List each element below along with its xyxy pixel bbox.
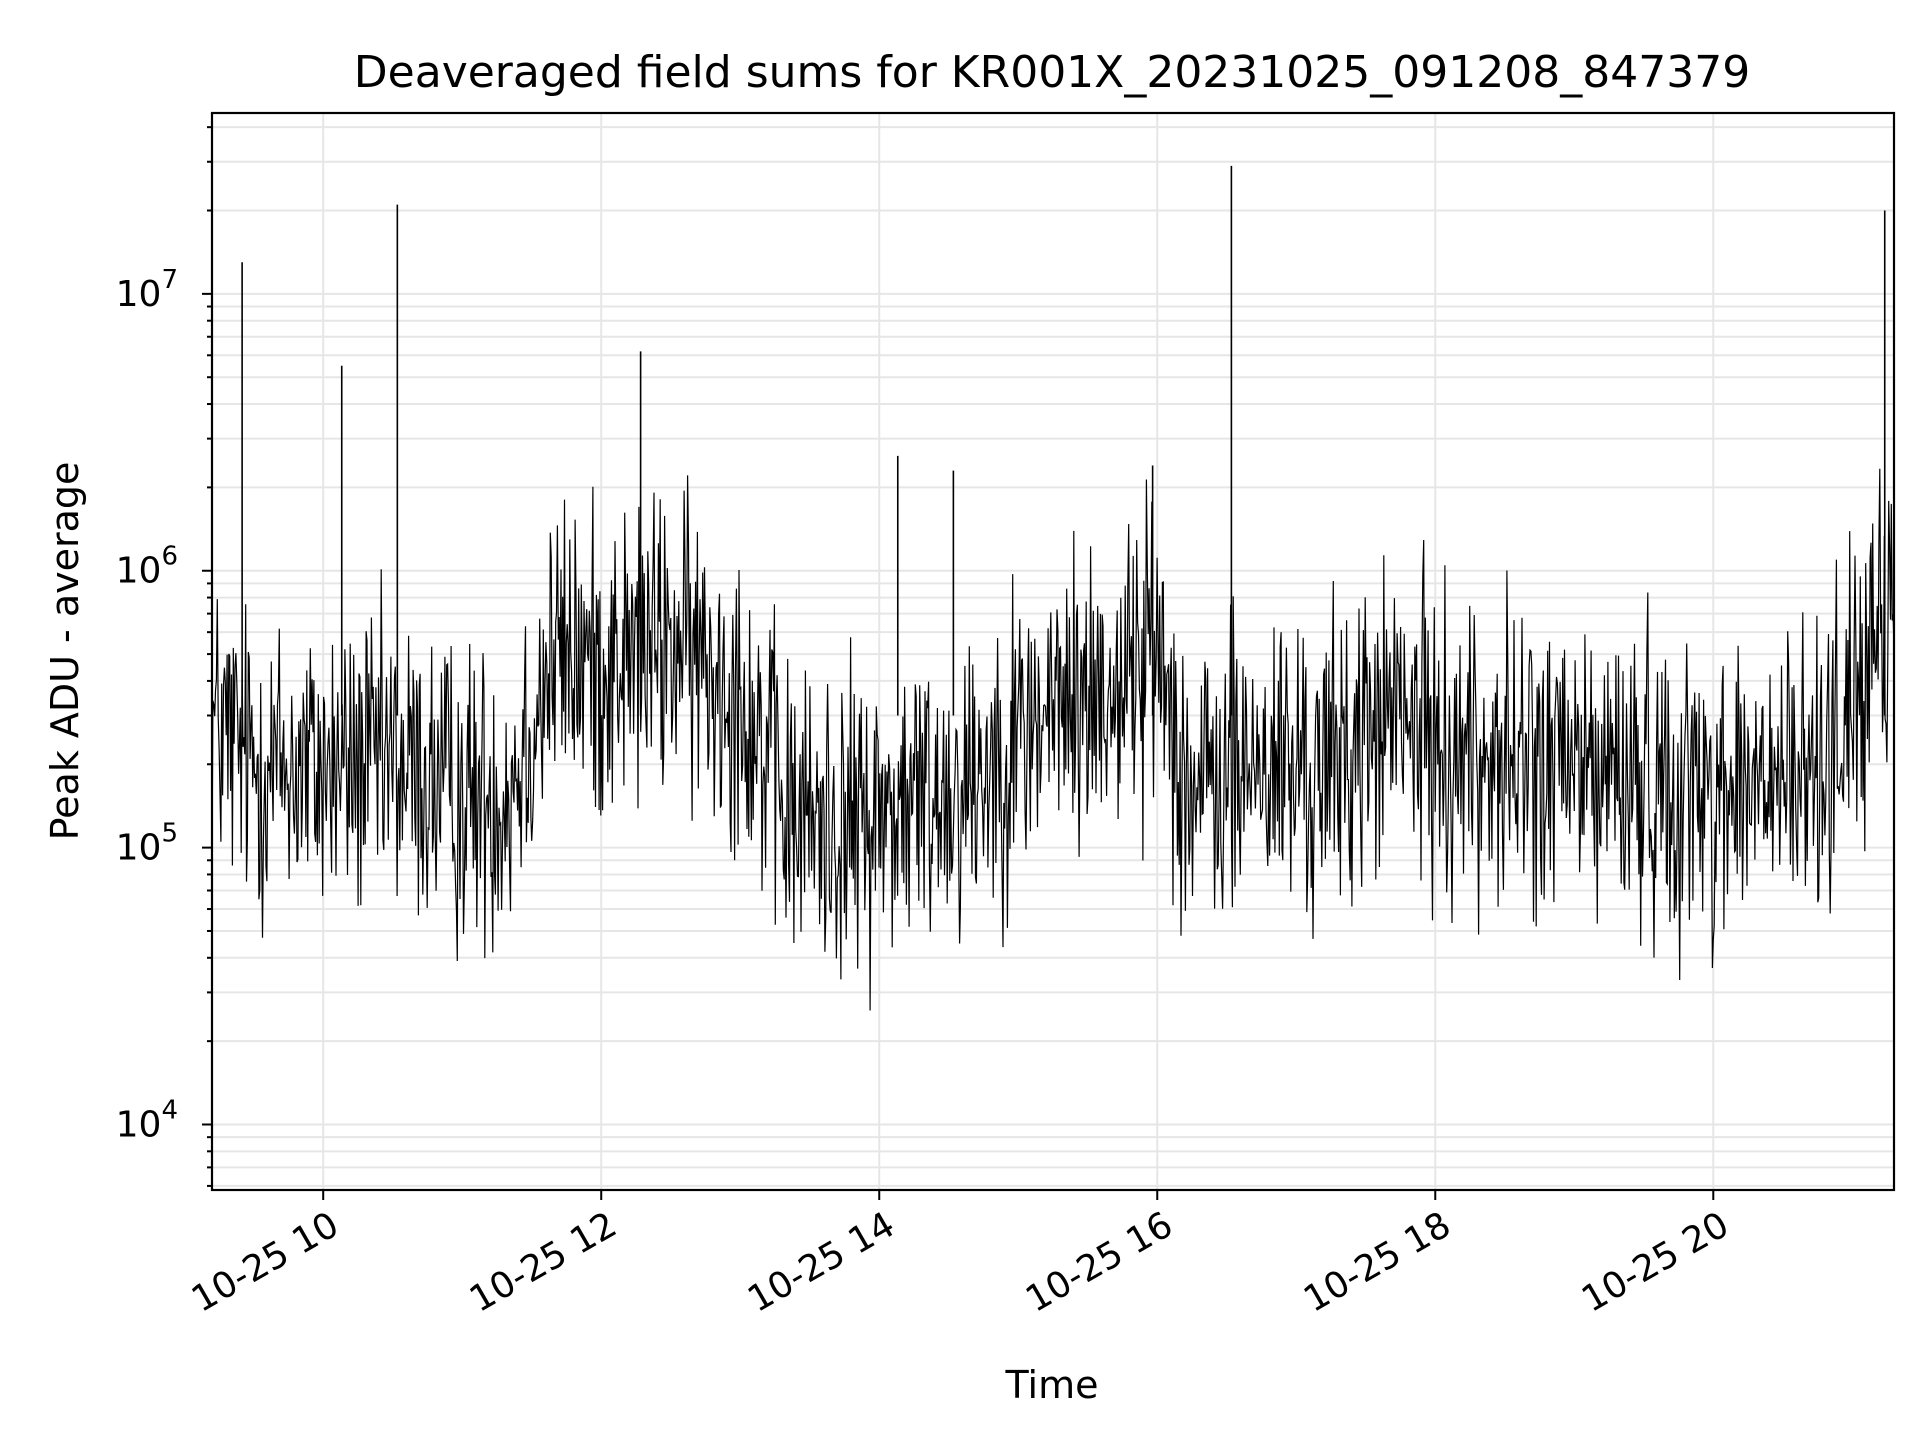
- x-tick-label: 10-25 10: [185, 1204, 346, 1320]
- y-tick-label: 105: [116, 819, 178, 869]
- x-tick-label: 10-25 18: [1297, 1204, 1458, 1320]
- y-axis-label: Peak ADU - average: [43, 462, 87, 841]
- series-trace: [211, 468, 1895, 1011]
- y-axis: 104 105 106 107: [116, 126, 212, 1187]
- x-tick-label: 10-25 14: [741, 1204, 902, 1320]
- series-line: [211, 165, 1895, 1011]
- plot-frame: [210, 111, 1896, 1192]
- x-tick-label: 10-25 16: [1019, 1204, 1180, 1320]
- y-tick-label: 107: [116, 265, 178, 315]
- x-axis: 10-25 10 10-25 12 10-25 14 10-25 16 10-25 18…: [185, 1190, 1736, 1321]
- y-tick-label: 104: [116, 1095, 178, 1145]
- x-tick-label: 10-25 20: [1575, 1204, 1736, 1320]
- grid: [212, 113, 1894, 1190]
- y-tick-label: 106: [116, 542, 178, 592]
- x-tick-label: 10-25 12: [463, 1204, 624, 1320]
- x-axis-label: Time: [1005, 1363, 1099, 1407]
- chart-title: Deaveraged field sums for KR001X_2023102…: [354, 47, 1750, 98]
